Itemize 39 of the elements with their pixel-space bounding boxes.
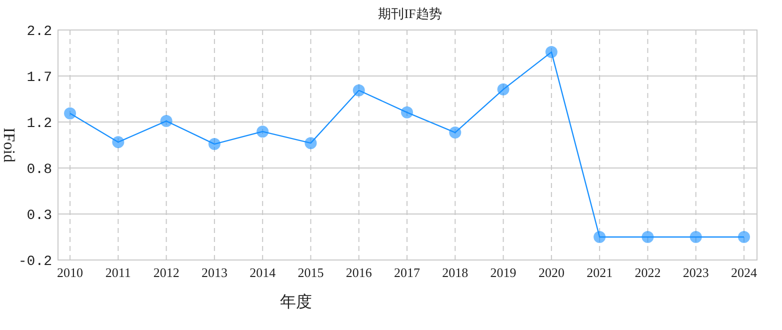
point — [160, 115, 172, 128]
y-tick-label: -0.2 — [18, 254, 52, 270]
x-tick-label: 2013 — [201, 265, 228, 280]
point — [112, 136, 124, 148]
point — [304, 137, 317, 150]
x-tick-label: 2022 — [634, 265, 661, 280]
point — [449, 126, 462, 139]
point — [545, 46, 558, 58]
x-tick-label: 2018 — [442, 265, 468, 280]
point — [401, 106, 414, 118]
point — [352, 84, 365, 96]
x-tick-label: 2010 — [57, 265, 84, 280]
point — [738, 231, 750, 243]
x-tick-label: 2017 — [394, 265, 421, 280]
x-tick-label: 2014 — [250, 265, 276, 280]
y-tick-label: 0.8 — [26, 162, 52, 178]
point — [642, 231, 654, 243]
point — [690, 231, 702, 243]
x-tick-label: 2016 — [346, 265, 372, 280]
x-tick-label: 2020 — [538, 265, 564, 280]
x-tick-label: 2023 — [682, 265, 709, 280]
x-tick-label: 2012 — [153, 265, 180, 280]
x-axis-title: 年度 — [280, 293, 312, 311]
point — [64, 107, 76, 120]
y-axis-title: IFoid — [0, 128, 17, 162]
chart-title: 期刊IF趋势 — [378, 6, 442, 21]
x-tick-label: 2019 — [490, 265, 516, 280]
point — [594, 231, 606, 243]
y-tick-label: 2.2 — [26, 24, 52, 40]
point — [256, 126, 269, 138]
point — [497, 83, 510, 96]
x-tick-label: 2011 — [105, 265, 131, 280]
x-tick-label: 2024 — [731, 265, 758, 280]
y-tick-label: 1.7 — [26, 70, 52, 86]
y-tick-label: 1.2 — [26, 116, 52, 132]
x-tick-label: 2015 — [298, 265, 324, 280]
x-tick-label: 2021 — [586, 265, 613, 280]
y-tick-label: 0.3 — [26, 208, 52, 224]
point — [208, 138, 220, 150]
